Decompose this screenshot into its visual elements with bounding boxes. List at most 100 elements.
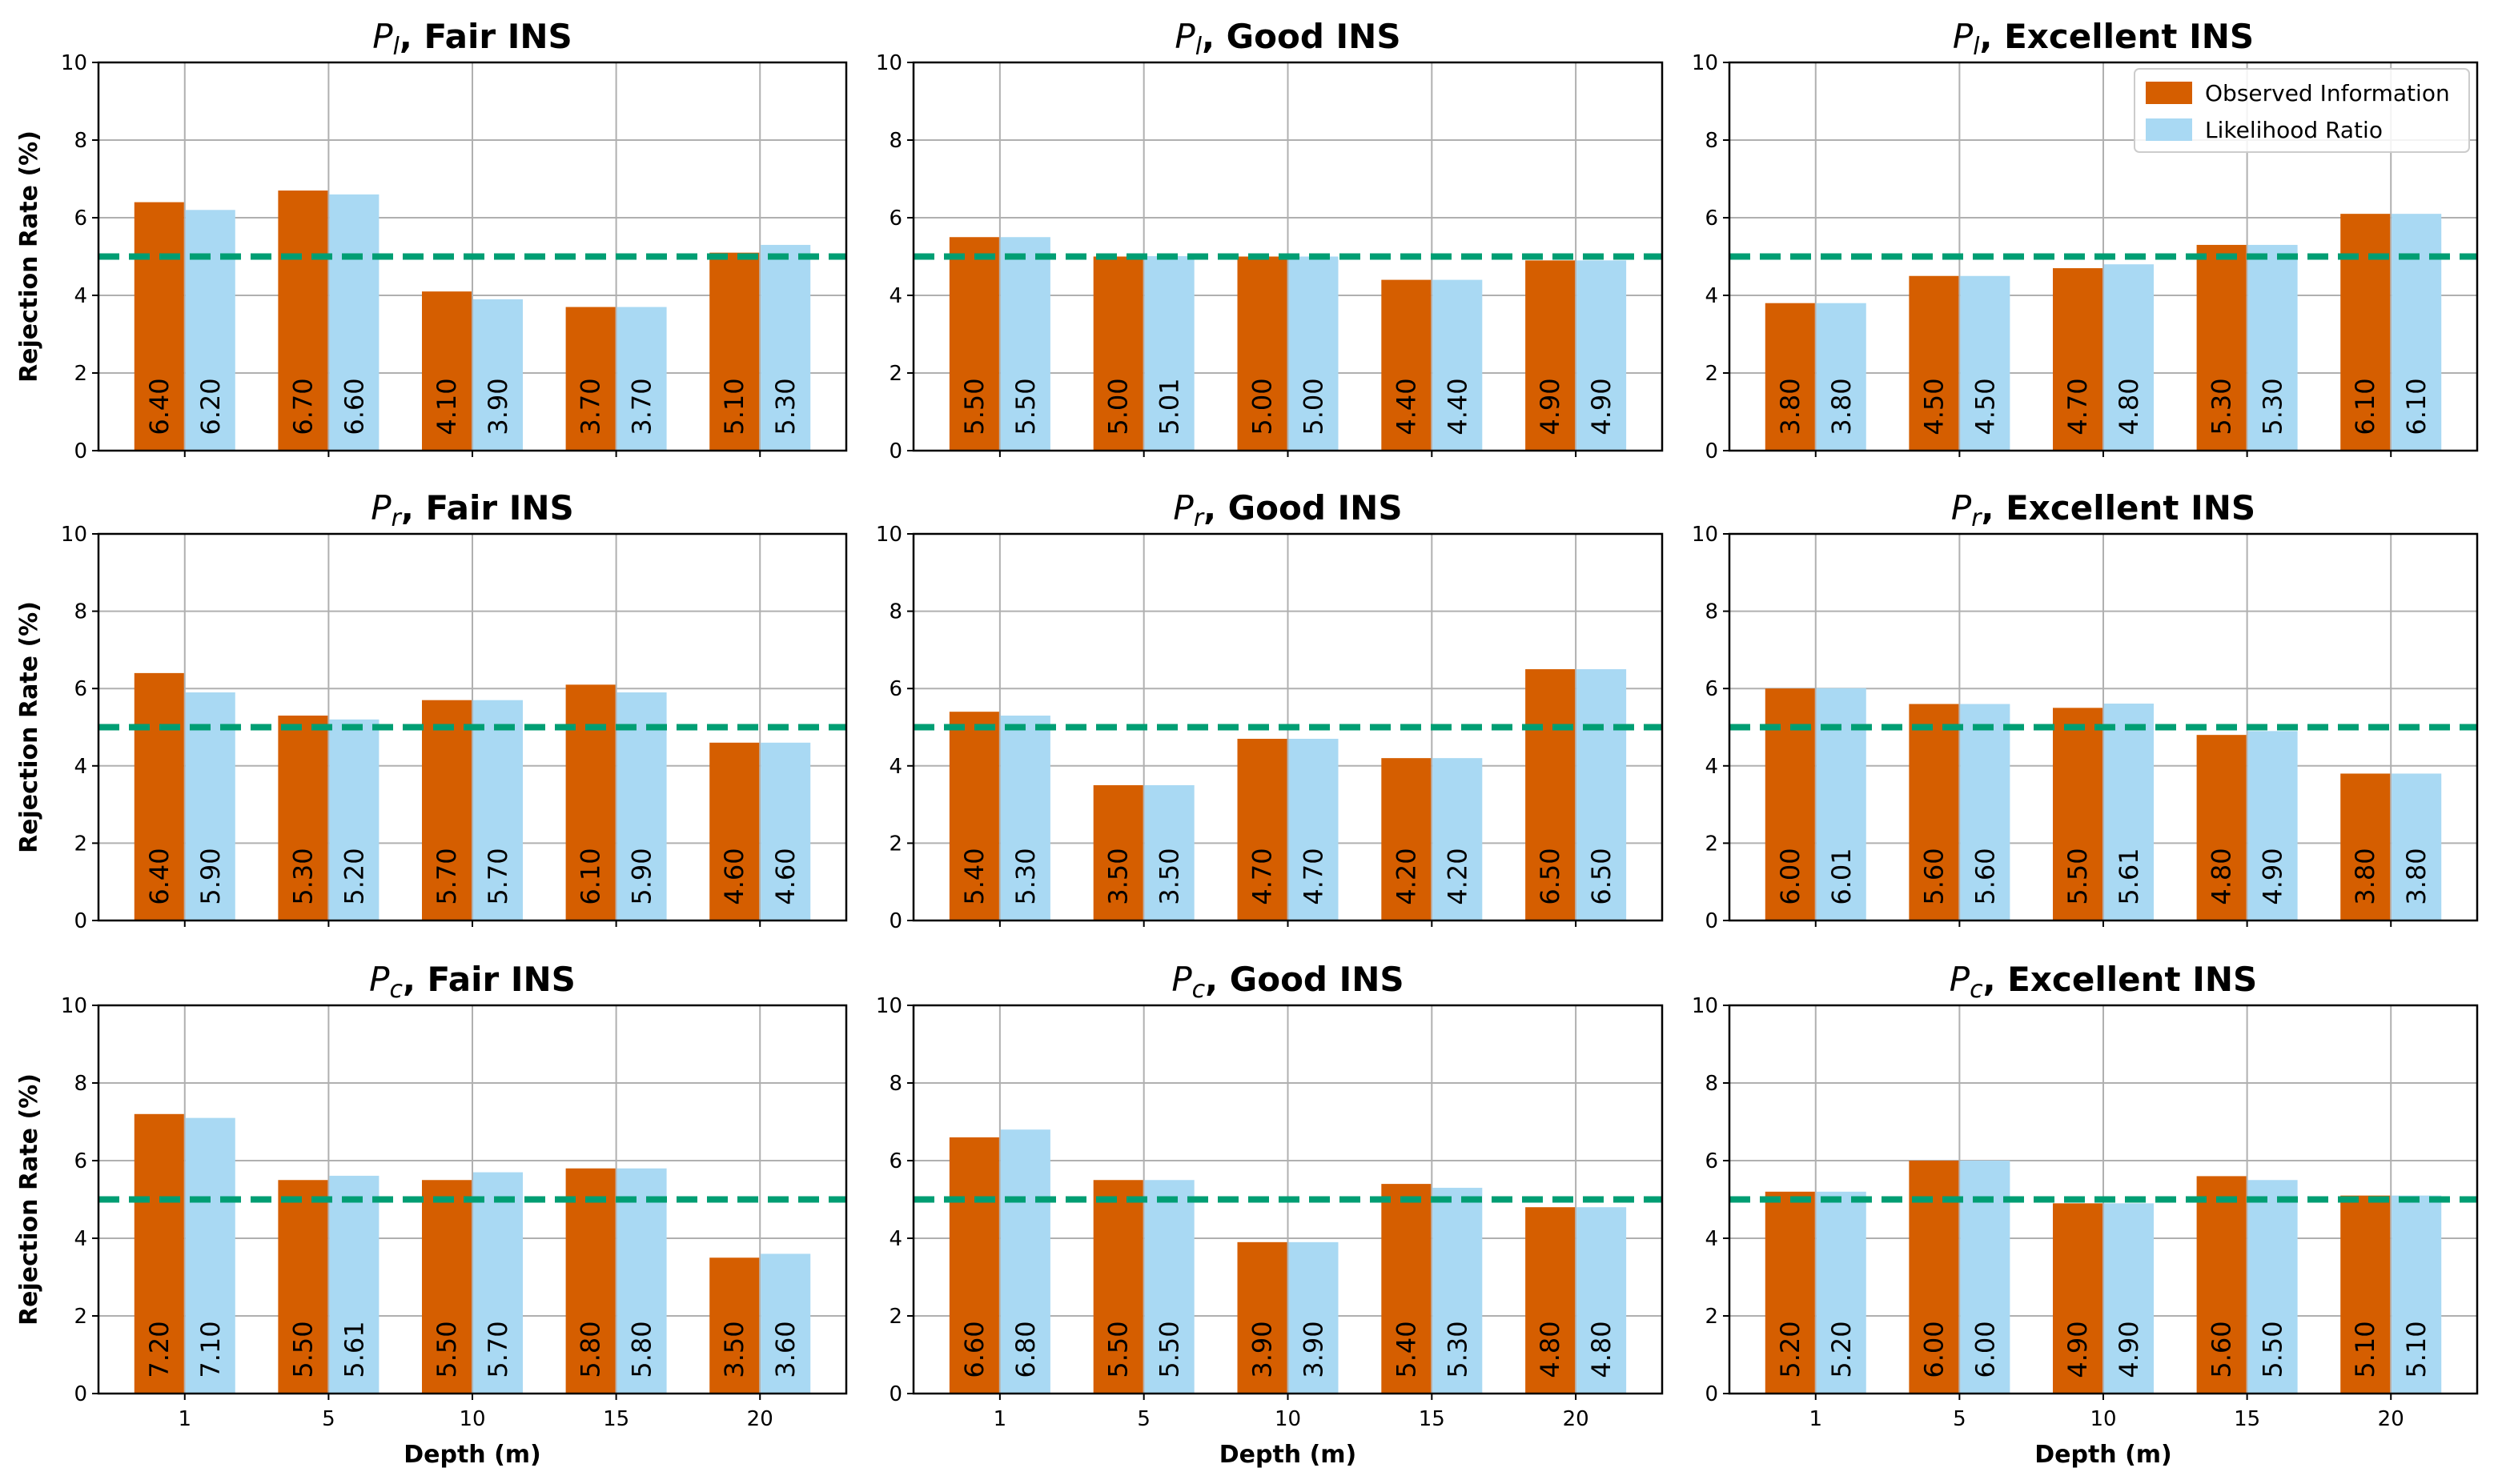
subplot-title: Pl, Excellent INS [1953,17,2254,61]
bar-likelihood [616,307,667,451]
bar-observed [1093,784,1143,920]
y-tick-label: 8 [889,1072,902,1096]
bar-value-label: 3.50 [719,1321,749,1378]
y-tick-label: 0 [1705,909,1718,933]
bar-observed [1093,256,1143,451]
title-text: , Good INS [1203,488,1402,527]
bar-value-label: 4.90 [2258,848,2288,904]
bar-value-label: 6.00 [1970,1321,2000,1378]
bar-value-label: 6.00 [1775,848,1805,904]
bar-likelihood [1432,279,1483,451]
bar-likelihood [1816,1191,1866,1394]
bar-value-label: 4.60 [719,848,749,904]
bar-observed [1909,704,1959,920]
bar-likelihood [2392,214,2442,451]
y-tick-label: 8 [1705,600,1718,624]
bar-likelihood [1816,303,1866,451]
bar-value-label: 6.50 [1586,848,1616,904]
bar-value-label: 5.70 [432,848,462,904]
bar-value-label: 5.50 [959,378,990,435]
bar-likelihood [1576,1207,1627,1394]
bar-observed [1381,279,1432,451]
bar-value-label: 4.40 [1391,378,1421,435]
title-variable: P [1951,488,1972,527]
bar-value-label: 4.70 [1247,848,1278,904]
bar-likelihood [2247,244,2298,451]
y-tick-label: 2 [889,1305,902,1329]
bar-value-label: 4.50 [1970,378,2000,435]
y-tick-label: 2 [889,832,902,856]
x-tick-label: 15 [603,1407,629,1431]
title-subscript: c [1970,976,1983,1004]
bar-value-label: 5.10 [2401,1321,2432,1378]
title-subscript: l [1195,33,1203,61]
bar-observed [278,716,328,920]
bar-value-label: 4.80 [2114,378,2144,435]
x-tick-label: 10 [1275,1407,1301,1431]
y-tick-label: 4 [74,284,87,308]
bar-value-label: 6.01 [1826,848,1857,904]
subplot-title: Pr, Fair INS [371,488,574,532]
bar-likelihood [761,1253,811,1394]
y-tick-label: 6 [889,207,902,231]
subplot-title: Pc, Fair INS [369,960,576,1004]
bar-value-label: 5.30 [287,848,318,904]
title-text: , Fair INS [401,488,574,527]
bar-value-label: 5.30 [1442,1321,1472,1378]
legend: Observed Information Likelihood Ratio [2134,68,2470,153]
bar-value-label: 5.20 [1775,1321,1805,1378]
bar-value-label: 4.90 [1535,378,1565,435]
x-axis-label: Depth (m) [2034,1441,2172,1469]
bar-likelihood [2247,1180,2298,1394]
title-text: , Good INS [1205,960,1404,999]
bar-likelihood [2104,1203,2154,1394]
y-tick-label: 8 [74,129,87,153]
y-tick-label: 2 [1705,362,1718,386]
bar-likelihood [185,692,235,920]
y-tick-label: 0 [1705,439,1718,463]
bar-observed [278,191,328,451]
bar-value-label: 5.50 [1010,378,1041,435]
bar-observed [709,1257,760,1394]
legend-swatch [2146,82,2192,104]
legend-frame [2134,68,2470,153]
y-tick-label: 0 [889,439,902,463]
subplot-title: Pr, Excellent INS [1951,488,2255,532]
bar-likelihood [1432,1187,1483,1394]
bar-likelihood [185,210,235,451]
y-tick-label: 8 [889,600,902,624]
y-tick-label: 0 [74,1382,87,1406]
title-variable: P [1171,960,1192,999]
bar-likelihood [185,1117,235,1394]
bar-observed [1237,1241,1287,1394]
bar-value-label: 3.50 [1155,848,1185,904]
bar-likelihood [473,700,523,920]
title-text: , Fair INS [403,960,576,999]
bar-likelihood [616,1168,667,1394]
y-tick-label: 10 [61,51,87,75]
bar-value-label: 4.60 [770,848,801,904]
x-tick-label: 10 [2090,1407,2116,1431]
bar-value-label: 5.50 [432,1321,462,1378]
bar-value-label: 4.80 [1535,1321,1565,1378]
bar-observed [1237,256,1287,451]
title-subscript: c [389,976,403,1004]
bar-value-label: 6.40 [144,378,175,435]
title-subscript: r [392,504,403,532]
y-tick-label: 4 [1705,284,1718,308]
bar-likelihood [1960,275,2010,451]
bar-likelihood [473,299,523,451]
bar-value-label: 6.80 [1010,1321,1041,1378]
bar-value-label: 5.50 [2258,1321,2288,1378]
y-tick-label: 4 [889,755,902,779]
bar-value-label: 5.00 [1299,378,1329,435]
bar-value-label: 6.10 [576,848,606,904]
bar-value-label: 5.30 [2258,378,2288,435]
bar-value-label: 5.60 [1970,848,2000,904]
x-axis-label: Depth (m) [1219,1441,1357,1469]
legend-label: Likelihood Ratio [2205,117,2383,143]
title-subscript: c [1192,976,1206,1004]
bar-likelihood [2247,731,2298,920]
bar-likelihood [2392,1195,2442,1394]
